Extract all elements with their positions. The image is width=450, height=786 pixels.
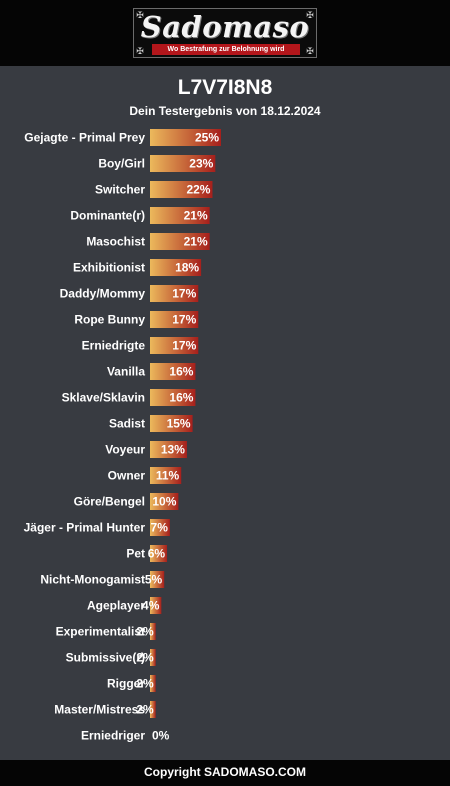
bar-value-label: 2% xyxy=(136,625,154,639)
bar xyxy=(150,337,199,354)
result-title: L7V7I8N8 xyxy=(177,76,273,99)
result-bar-chart: Gejagte - Primal Prey 25% Boy/Girl 23% Switc… xyxy=(24,129,221,743)
bar xyxy=(150,571,165,588)
bar-value-label: 17% xyxy=(172,313,196,327)
site-header: ✠ ✠ ✠ ✠ Sadomaso Wo Bestrafung zur Beloh… xyxy=(0,0,450,66)
category-label: Pet xyxy=(126,547,145,561)
bar-value-label: 18% xyxy=(175,261,199,275)
bar xyxy=(150,649,156,666)
bar xyxy=(150,129,221,146)
logo-wordmark: Sadomaso xyxy=(140,10,310,44)
site-logo[interactable]: ✠ ✠ ✠ ✠ Sadomaso Wo Bestrafung zur Beloh… xyxy=(133,8,317,58)
bar-value-label: 6% xyxy=(148,547,166,561)
bar xyxy=(150,285,199,302)
bar-value-label: 11% xyxy=(156,469,180,483)
bar-value-label: 4% xyxy=(142,599,160,613)
bar-value-label: 5% xyxy=(145,573,163,587)
bar xyxy=(150,233,210,250)
footer-copyright: Copyright SADOMASO.COM xyxy=(144,765,306,779)
bar xyxy=(150,467,182,484)
category-label: Ageplayer xyxy=(87,599,145,613)
logo-corner-ornament-icon: ✠ xyxy=(306,10,314,20)
category-label: Gejagte - Primal Prey xyxy=(24,131,145,145)
category-label: Daddy/Mommy xyxy=(60,287,146,301)
bar-value-label: 15% xyxy=(167,417,191,431)
bar-value-label: 7% xyxy=(151,521,169,535)
bar-value-label: 2% xyxy=(136,703,154,717)
bar xyxy=(150,623,156,640)
bar xyxy=(150,675,156,692)
logo-tagline: Wo Bestrafung zur Belohnung wird xyxy=(152,44,300,55)
bar xyxy=(150,493,179,510)
bar xyxy=(150,519,170,536)
site-footer: Copyright SADOMASO.COM xyxy=(0,760,450,786)
bar xyxy=(150,311,199,328)
category-label: Masochist xyxy=(86,235,145,249)
logo-corner-ornament-icon: ✠ xyxy=(136,10,144,20)
logo-corner-ornament-icon: ✠ xyxy=(136,46,144,56)
bar xyxy=(150,389,196,406)
bar xyxy=(150,181,213,198)
bar-value-label: 2% xyxy=(136,677,154,691)
category-label: Voyeur xyxy=(105,443,145,457)
bar xyxy=(150,597,162,614)
result-subtitle: Dein Testergebnis von 18.12.2024 xyxy=(129,104,321,118)
bar-value-label: 13% xyxy=(161,443,185,457)
category-label: Erniedrigte xyxy=(82,339,146,353)
bar-value-label: 17% xyxy=(172,339,196,353)
bar-value-label: 16% xyxy=(169,391,193,405)
category-label: Dominante(r) xyxy=(70,209,145,223)
bar-value-label: 21% xyxy=(184,209,208,223)
bar-value-label: 25% xyxy=(195,131,219,145)
category-label: Erniedriger xyxy=(81,729,145,743)
category-label: Sadist xyxy=(109,417,145,431)
bar xyxy=(150,545,168,562)
logo-corner-ornament-icon: ✠ xyxy=(306,46,314,56)
category-label: Vanilla xyxy=(107,365,145,379)
category-label: Rope Bunny xyxy=(74,313,145,327)
category-label: Sklave/Sklavin xyxy=(62,391,145,405)
bar-value-label: 10% xyxy=(152,495,176,509)
bar xyxy=(150,363,196,380)
category-label: Rigger xyxy=(107,677,145,691)
category-label: Jäger - Primal Hunter xyxy=(24,521,146,535)
bar-value-label: 23% xyxy=(189,157,213,171)
category-label: Göre/Bengel xyxy=(74,495,145,509)
bar-value-label: 2% xyxy=(136,651,154,665)
category-label: Exhibitionist xyxy=(73,261,145,275)
category-label: Submissive(r) xyxy=(66,651,145,665)
category-label: Owner xyxy=(108,469,146,483)
bar xyxy=(150,441,187,458)
category-label: Boy/Girl xyxy=(98,157,145,171)
bar-value-label: 0% xyxy=(152,729,170,743)
bar-value-label: 17% xyxy=(172,287,196,301)
bar xyxy=(150,155,216,172)
bar-value-label: 21% xyxy=(184,235,208,249)
bar xyxy=(150,415,193,432)
bar-value-label: 16% xyxy=(169,365,193,379)
bar xyxy=(150,701,156,718)
bar-value-label: 22% xyxy=(186,183,210,197)
category-label: Switcher xyxy=(95,183,145,197)
category-label: Master/Mistress xyxy=(54,703,145,717)
category-label: Nicht-Monogamist xyxy=(40,573,145,587)
category-label: Experimentalist xyxy=(56,625,145,639)
bar xyxy=(150,207,210,224)
bar xyxy=(150,259,202,276)
